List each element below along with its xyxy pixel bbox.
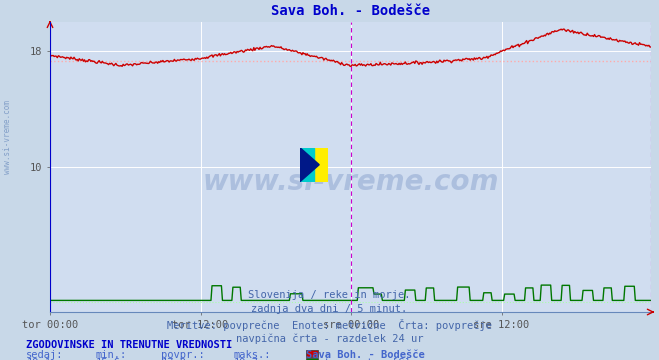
Text: 19,7: 19,7 bbox=[234, 358, 259, 360]
Text: 15,6: 15,6 bbox=[96, 358, 121, 360]
Text: sedaj:: sedaj: bbox=[26, 350, 64, 360]
Text: maks.:: maks.: bbox=[234, 350, 272, 360]
Bar bbox=[314, 148, 328, 182]
Text: Sava Boh. - Bodešče: Sava Boh. - Bodešče bbox=[306, 350, 425, 360]
Text: 17,3: 17,3 bbox=[161, 358, 186, 360]
Text: www.si-vreme.com: www.si-vreme.com bbox=[3, 100, 13, 174]
Text: navpična črta - razdelek 24 ur: navpična črta - razdelek 24 ur bbox=[236, 333, 423, 343]
Text: 19,1: 19,1 bbox=[26, 358, 51, 360]
Text: Meritve: povprečne  Enote: metrične  Črta: povprečje: Meritve: povprečne Enote: metrične Črta:… bbox=[167, 319, 492, 330]
Text: min.:: min.: bbox=[96, 350, 127, 360]
Text: www.si-vreme.com: www.si-vreme.com bbox=[202, 167, 499, 195]
Polygon shape bbox=[300, 148, 319, 182]
Text: povpr.:: povpr.: bbox=[161, 350, 205, 360]
Text: ZGODOVINSKE IN TRENUTNE VREDNOSTI: ZGODOVINSKE IN TRENUTNE VREDNOSTI bbox=[26, 340, 233, 350]
Text: temperatura[C]: temperatura[C] bbox=[324, 358, 411, 360]
Text: zadnja dva dni / 5 minut.: zadnja dva dni / 5 minut. bbox=[251, 304, 408, 314]
Text: Slovenija / reke in morje.: Slovenija / reke in morje. bbox=[248, 290, 411, 300]
Title: Sava Boh. - Bodešče: Sava Boh. - Bodešče bbox=[271, 4, 430, 18]
Bar bbox=[300, 148, 314, 182]
